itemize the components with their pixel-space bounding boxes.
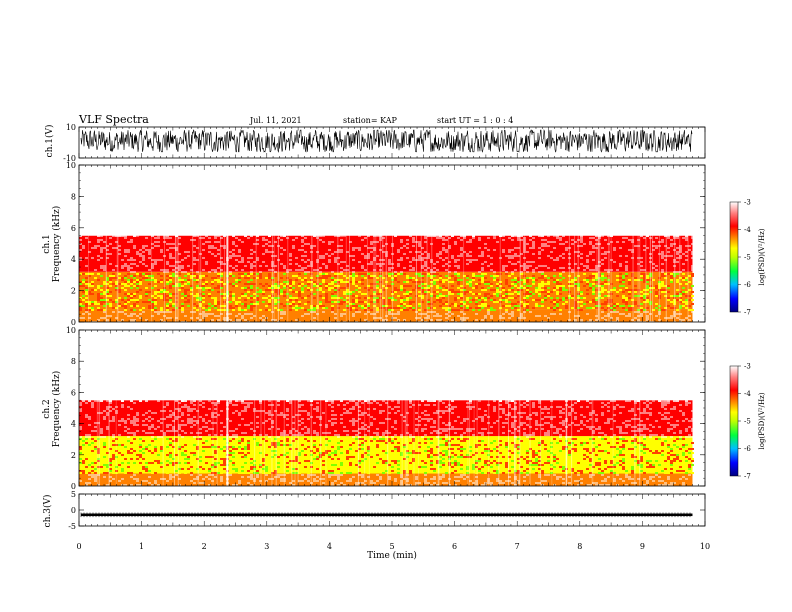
colorbar-2-tick-label-0: -3 (744, 363, 751, 371)
spectrogram-1-spike-0 (226, 165, 229, 322)
spectrogram-2-spike-0 (226, 330, 229, 486)
panel-1-ytick-label-4: 8 (71, 192, 76, 201)
x-tick-label-5: 5 (389, 542, 394, 551)
panel-1-ytick-label-0: 0 (71, 318, 76, 327)
panel-3-ytick-label-2: -5 (68, 522, 76, 531)
colorbar-2-tick-label-1: -4 (744, 390, 751, 398)
x-tick-label-1: 1 (139, 542, 144, 551)
panel-1-ytick-label-2: 4 (71, 255, 76, 264)
panel-2-ytick-label-1: 2 (71, 451, 76, 460)
colorbar-1-tick-label-1: -4 (744, 226, 751, 234)
header-start-time: start UT = 1 : 0 : 4 (437, 116, 514, 125)
spec1-ylabel-ch: ch.1 (42, 234, 52, 253)
panel-2-ytick-label-3: 6 (71, 388, 76, 397)
x-tick-label-6: 6 (452, 542, 457, 551)
x-tick-label-2: 2 (202, 542, 207, 551)
panel-1-ytick-label-5: 10 (66, 161, 76, 170)
ch1-colorbar-label: log(PSD)(V²/Hz) (758, 228, 766, 285)
panel-1-ytick-label-1: 2 (71, 287, 76, 296)
chart-title: VLF Spectra (79, 113, 149, 126)
x-tick-label-8: 8 (577, 542, 582, 551)
spec2-ylabel-freq: Frequency (kHz) (51, 371, 62, 448)
header-station: station= KAP (343, 116, 397, 125)
x-tick-label-9: 9 (640, 542, 645, 551)
panel-3-ytick-label-1: 0 (71, 506, 76, 515)
panel-0-ytick-label-0: 10 (66, 123, 76, 132)
ch3-wave-ylabel: ch.3(V) (42, 495, 53, 528)
x-tick-label-7: 7 (515, 542, 520, 551)
x-tick-label-4: 4 (327, 542, 332, 551)
ch2-colorbar-label: log(PSD)(V²/Hz) (758, 392, 766, 449)
ch1-colorbar: log(PSD)(V²/Hz) (729, 201, 766, 313)
header-date: Jul. 11, 2021 (250, 116, 302, 125)
ch2-colorbar-gradient (729, 365, 739, 477)
panel-3-ytick-label-0: 5 (71, 490, 76, 499)
panel-2-ytick-label-2: 4 (71, 420, 76, 429)
ch2-colorbar: log(PSD)(V²/Hz) (729, 365, 766, 477)
x-tick-label-10: 10 (700, 542, 710, 551)
ch1-waveform-panel: 10 -10 (63, 123, 706, 163)
colorbar-1-tick-label-3: -6 (744, 281, 751, 289)
x-axis-label: Time (min) (367, 550, 417, 561)
ch1-wave-ylabel: ch.1(V) (44, 125, 55, 158)
ch2-spectrogram-panel: -3 -4 -5 -6 -7 0 2 4 6 8 10 (66, 326, 752, 491)
panel-2-ytick-label-5: 10 (66, 326, 76, 335)
panel-2-ytick-label-0: 0 (71, 482, 76, 491)
colorbar-2-tick-label-2: -5 (744, 418, 751, 426)
colorbar-1-tick-label-4: -7 (744, 309, 751, 317)
ch3-waveform-panel: 5 0 -5 0 1 2 3 4 5 6 7 8 9 10 (68, 490, 710, 551)
panel-2-ytick-label-4: 8 (71, 357, 76, 366)
spec1-ylabel-freq: Frequency (kHz) (51, 206, 62, 283)
ch1-spectrogram-panel: -3 -4 -5 -6 -7 0 2 4 6 8 10 (66, 161, 752, 327)
colorbar-2-tick-label-4: -7 (744, 473, 751, 481)
spectrogram-2-image (79, 330, 694, 486)
panel-1-ytick-label-3: 6 (71, 224, 76, 233)
x-tick-label-3: 3 (264, 542, 269, 551)
spec2-ylabel-ch: ch.2 (42, 399, 52, 418)
panel-0-ytick-label-1: -10 (63, 154, 76, 163)
ch1-colorbar-gradient (729, 201, 739, 313)
spectrogram-1-image (79, 165, 694, 322)
x-tick-label-0: 0 (76, 542, 81, 551)
colorbar-2-tick-label-3: -6 (744, 445, 751, 453)
colorbar-1-tick-label-0: -3 (744, 199, 751, 207)
colorbar-1-tick-label-2: -5 (744, 254, 751, 262)
ch1-waveform-line (80, 128, 693, 153)
